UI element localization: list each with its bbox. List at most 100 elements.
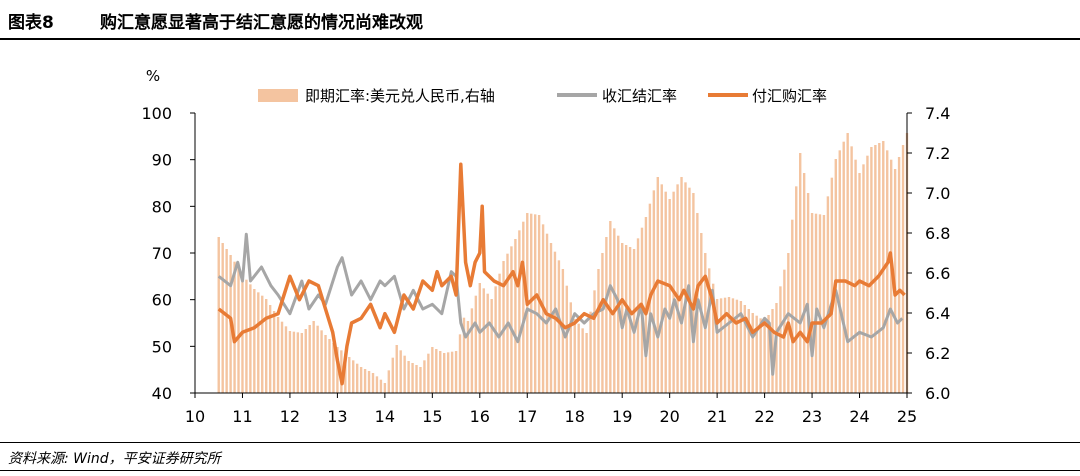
spot-rate-bar	[854, 159, 857, 393]
spot-rate-bar	[355, 363, 359, 393]
spot-rate-bar	[581, 328, 584, 393]
spot-rate-bar	[692, 193, 695, 393]
spot-rate-bar	[272, 311, 276, 393]
spot-rate-bar	[708, 268, 711, 393]
spot-rate-bar	[573, 319, 576, 393]
spot-rate-bar	[474, 295, 478, 393]
spot-rate-bar	[514, 239, 517, 393]
spot-rate-bar	[403, 355, 406, 393]
spot-rate-bar	[723, 297, 727, 393]
x-tick-label: 21	[707, 407, 727, 426]
spot-rate-bar	[747, 309, 750, 393]
spot-rate-bar	[799, 153, 802, 393]
spot-rate-bar	[814, 213, 818, 393]
spot-rate-bar	[767, 315, 770, 393]
spot-rate-bar	[866, 155, 869, 393]
spot-rate-bar	[862, 164, 865, 393]
spot-rate-bar	[901, 145, 905, 393]
spot-rate-bar	[458, 334, 462, 393]
spot-rate-bar	[680, 177, 683, 393]
spot-rate-bar	[802, 173, 806, 393]
right-tick-label: 6.0	[925, 384, 950, 403]
right-tick-label: 7.0	[925, 184, 950, 203]
spot-rate-bar	[593, 290, 596, 393]
spot-rate-bar	[395, 345, 398, 393]
x-tick-label: 23	[802, 407, 822, 426]
spot-rate-bar	[553, 251, 557, 393]
spot-rate-bar	[427, 353, 430, 393]
legend-swatch-spot-rate	[258, 89, 298, 102]
spot-rate-bar	[874, 145, 877, 393]
spot-rate-bar	[735, 299, 739, 393]
x-tick-label: 16	[470, 407, 490, 426]
spot-rate-bar	[316, 325, 319, 393]
legend-label-spot-rate: 即期汇率:美元兑人民币,右轴	[305, 87, 495, 105]
spot-rate-bar	[676, 184, 679, 393]
spot-rate-bar	[850, 146, 853, 393]
spot-rate-bar	[443, 353, 446, 393]
spot-rate-bar	[348, 357, 351, 393]
spot-rate-bar	[478, 283, 481, 393]
x-tick-label: 10	[185, 407, 205, 426]
spot-rate-bar	[466, 321, 470, 393]
spot-rate-bar	[897, 157, 901, 393]
spot-rate-bar	[300, 333, 303, 393]
spot-rate-bar	[822, 215, 826, 393]
spot-rate-bar	[268, 305, 272, 393]
spot-rate-bar	[257, 292, 260, 393]
spot-rate-bar	[217, 237, 220, 393]
left-tick-label: 80	[152, 197, 172, 216]
figure-header: 图表8 购汇意愿显著高于结汇意愿的情况尚难改观	[0, 0, 1080, 40]
spot-rate-bar	[791, 219, 794, 393]
spot-rate-bar	[684, 182, 687, 393]
spot-rate-bar	[870, 147, 873, 393]
spot-rate-bar	[577, 323, 580, 393]
spot-rate-bar	[352, 360, 355, 393]
right-tick-label: 7.4	[925, 104, 950, 123]
spot-rate-bar	[601, 253, 604, 393]
spot-rate-bar	[557, 260, 561, 393]
spot-rate-bar	[565, 285, 569, 393]
spot-rate-bar	[292, 331, 296, 393]
spot-rate-bar	[795, 186, 798, 393]
spot-rate-bar	[522, 221, 525, 393]
spot-rate-bar	[715, 299, 719, 393]
spot-rate-bar	[439, 351, 442, 393]
spot-rate-bar	[624, 245, 628, 393]
spot-rate-bar	[249, 284, 252, 393]
spot-rate-bar	[359, 367, 363, 393]
spot-rate-bar	[462, 317, 466, 393]
spot-rate-bar	[276, 317, 280, 393]
spot-rate-bar	[537, 215, 541, 393]
spot-rate-bar	[367, 371, 371, 393]
right-tick-label: 7.2	[925, 144, 950, 163]
x-tick-label: 14	[375, 407, 395, 426]
spot-rate-bar	[755, 315, 758, 393]
spot-rate-bar	[280, 321, 284, 393]
spot-rate-bar	[842, 141, 845, 393]
legend: 即期汇率:美元兑人民币,右轴 收汇结汇率 付汇购汇率	[258, 87, 827, 105]
spot-rate-bar	[609, 221, 612, 393]
left-tick-label: 100	[141, 104, 172, 123]
spot-rate-bar	[296, 332, 300, 393]
footer-rule	[0, 470, 1080, 471]
spot-rate-bar	[530, 213, 533, 393]
spot-rate-bar	[470, 308, 474, 393]
spot-rate-bar	[482, 288, 485, 393]
spot-rate-bar	[431, 347, 434, 393]
spot-rate-bar	[304, 329, 307, 393]
right-tick-label: 6.2	[925, 344, 950, 363]
spot-rate-bar	[632, 249, 636, 393]
right-tick-label: 6.6	[925, 264, 950, 283]
x-tick-label: 25	[897, 407, 917, 426]
spot-rate-bar	[719, 298, 723, 393]
source-note: 资料来源: Wind，平安证券研究所	[8, 451, 221, 467]
spot-rate-bar	[221, 243, 224, 393]
spot-rate-bar	[446, 352, 450, 393]
spot-rate-bar	[502, 261, 505, 393]
bar-series-layer	[217, 133, 909, 393]
x-tick-label: 12	[280, 407, 300, 426]
right-tick-label: 6.4	[925, 304, 950, 323]
spot-rate-bar	[328, 339, 331, 393]
spot-rate-bar	[668, 199, 671, 393]
